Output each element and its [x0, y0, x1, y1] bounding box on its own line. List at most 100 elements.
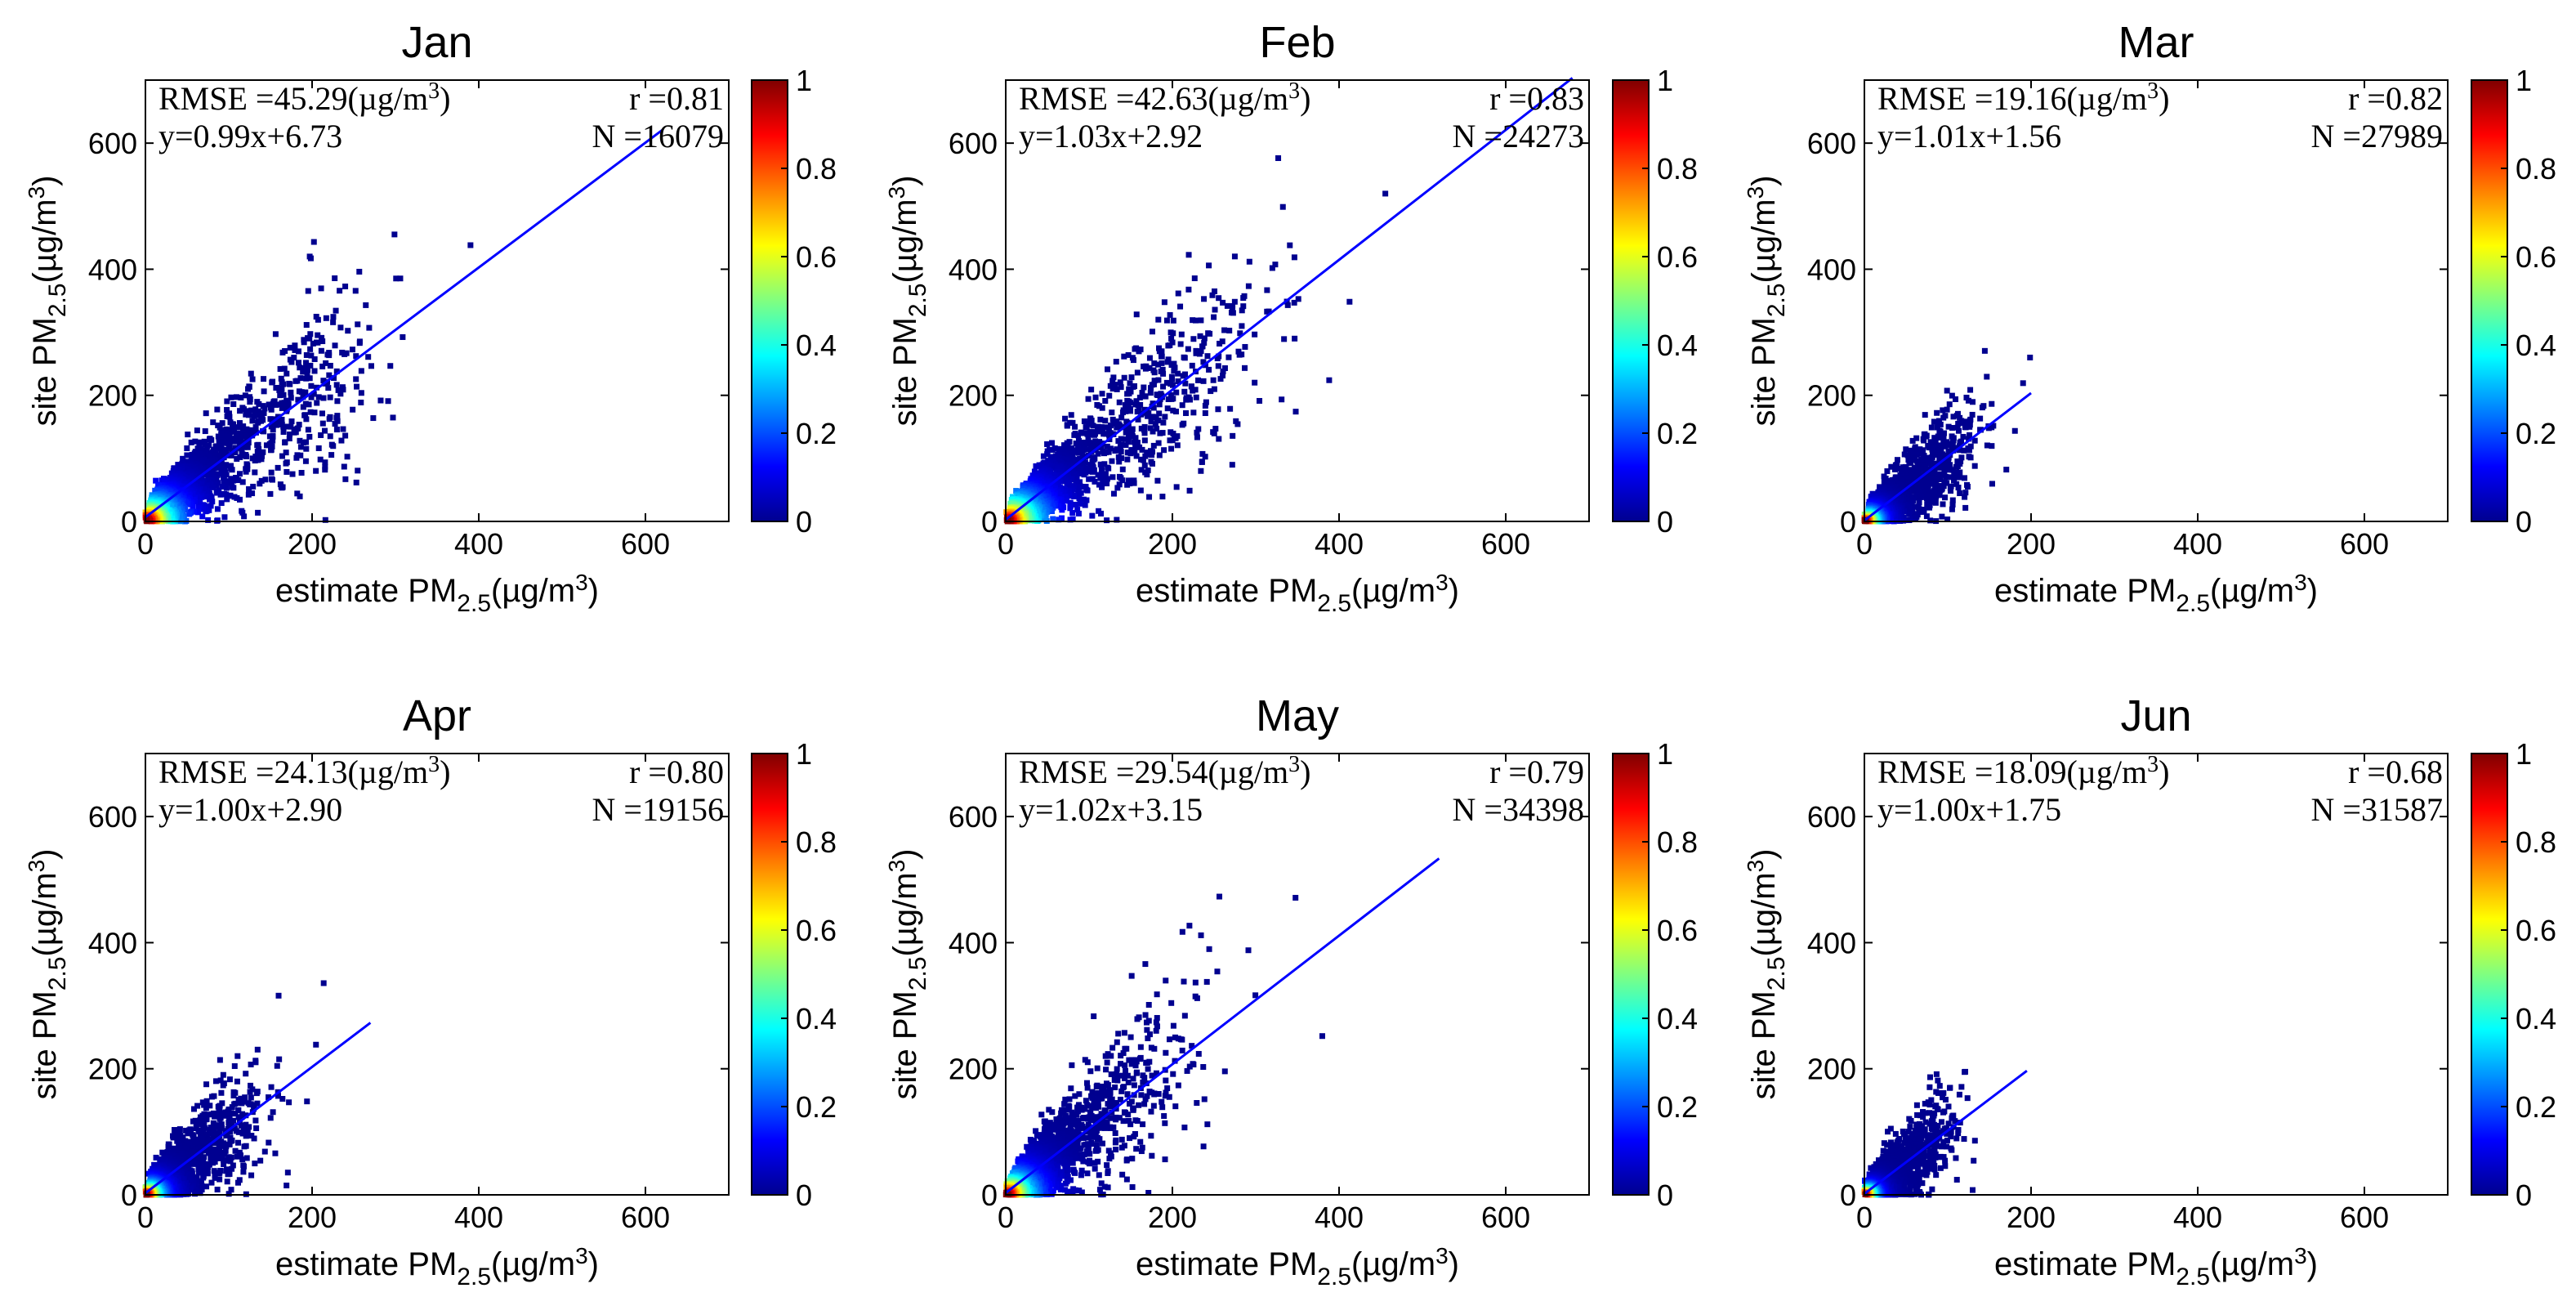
scatter-point — [292, 378, 299, 384]
scatter-point — [1146, 494, 1153, 500]
scatter-point — [1070, 472, 1077, 479]
scatter-point — [1173, 484, 1180, 490]
scatter-point — [1962, 490, 1969, 496]
y-tick-label: 200 — [88, 379, 137, 413]
scatter-point — [1191, 275, 1198, 282]
scatter-point — [1934, 424, 1940, 431]
scatter-point — [1141, 384, 1147, 391]
scatter-point — [1156, 401, 1163, 408]
scatter-point — [1928, 424, 1935, 431]
scatter-point — [1063, 458, 1069, 464]
scatter-point — [318, 347, 324, 354]
scatter-point — [295, 360, 301, 366]
scatter-point — [1190, 409, 1197, 416]
scatter-point — [277, 365, 283, 372]
scatter-point — [358, 399, 364, 405]
scatter-point — [315, 445, 322, 451]
scatter-point — [1049, 446, 1056, 453]
scatter-point — [1272, 262, 1279, 268]
scatter-point — [1139, 390, 1145, 396]
scatter-point — [1149, 452, 1155, 458]
scatter-point — [1115, 454, 1122, 460]
rmse-paren-close: ) — [1300, 80, 1310, 117]
y-tick-label: 400 — [949, 253, 998, 286]
x-label-paren-close: ) — [1449, 573, 1459, 609]
scatter-point — [1206, 366, 1212, 373]
scatter-point — [288, 418, 295, 425]
scatter-point — [1167, 437, 1173, 444]
scatter-point — [1178, 331, 1185, 338]
scatter-point — [1944, 439, 1950, 445]
scatter-point — [1168, 362, 1175, 369]
colorbar-tick-label: 0.2 — [1657, 417, 1698, 450]
scatter-point — [234, 424, 241, 431]
scatter-point — [1168, 396, 1175, 402]
scatter-point — [1224, 302, 1230, 309]
scatter-point — [1007, 500, 1014, 507]
scatter-point — [1202, 410, 1208, 417]
scatter-point — [282, 401, 288, 408]
scatter-point — [300, 394, 306, 400]
scatter-point — [297, 444, 304, 450]
scatter-point — [184, 501, 190, 508]
scatter-point — [221, 514, 228, 521]
scatter-point — [287, 381, 293, 387]
scatter-point — [1170, 407, 1176, 414]
scatter-point — [289, 471, 296, 477]
scatter-point — [1059, 501, 1065, 508]
rmse-value: RMSE =42.63(µg/m — [1019, 80, 1288, 117]
scatter-point — [1073, 501, 1079, 508]
scatter-point — [305, 335, 311, 342]
scatter-point — [1231, 298, 1238, 305]
scatter-point — [1105, 449, 1112, 455]
x-label-units: µg/m — [502, 573, 575, 609]
scatter-point — [1970, 399, 1976, 405]
scatter-point — [301, 412, 308, 418]
scatter-point — [237, 408, 243, 414]
colorbar-tick-label: 1 — [796, 64, 812, 97]
scatter-point — [266, 401, 272, 408]
scatter-point — [345, 328, 351, 334]
scatter-point — [1949, 501, 1956, 508]
scatter-point — [1083, 424, 1089, 431]
scatter-point — [1209, 292, 1216, 298]
scatter-point — [1914, 503, 1921, 510]
scatter-point — [212, 453, 218, 459]
scatter-point — [322, 427, 328, 434]
scatter-point — [1062, 415, 1069, 422]
scatter-point — [1284, 302, 1291, 308]
scatter-point — [340, 387, 346, 393]
scatter-point — [1129, 433, 1136, 440]
y-label-exp: 3 — [884, 186, 909, 199]
scatter-point — [1926, 504, 1933, 511]
scatter-point — [1189, 362, 1195, 369]
scatter-point — [294, 425, 301, 432]
scatter-point — [1953, 481, 1960, 487]
scatter-point — [261, 409, 267, 416]
scatter-point — [256, 400, 262, 407]
scatter-point — [1117, 444, 1123, 450]
scatter-point — [1095, 472, 1101, 478]
rmse-annotation: RMSE =42.63(µg/m3) — [1019, 78, 1310, 117]
scatter-point — [1104, 443, 1110, 449]
scatter-point — [260, 428, 266, 435]
scatter-point — [1147, 390, 1154, 396]
scatter-point — [1061, 494, 1068, 500]
scatter-point — [244, 444, 251, 450]
colorbar-tick-label: 0.6 — [796, 240, 837, 274]
scatter-point — [1105, 366, 1111, 373]
scatter-point — [303, 445, 310, 452]
scatter-point — [1067, 517, 1074, 523]
scatter-point — [308, 394, 315, 400]
scatter-point — [1225, 354, 1232, 360]
scatter-point — [1064, 440, 1070, 446]
scatter-point — [1123, 402, 1129, 409]
scatter-point — [1186, 487, 1193, 494]
scatter-point — [1163, 379, 1170, 386]
scatter-point — [1175, 290, 1181, 297]
scatter-point — [1194, 429, 1200, 436]
scatter-point — [210, 419, 217, 426]
scatter-point — [1181, 354, 1187, 360]
scatter-point — [333, 382, 340, 388]
